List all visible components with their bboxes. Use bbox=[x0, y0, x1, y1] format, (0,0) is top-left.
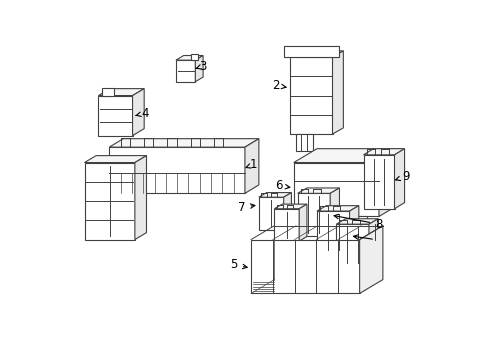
Polygon shape bbox=[297, 188, 340, 193]
Polygon shape bbox=[251, 239, 360, 293]
Polygon shape bbox=[379, 149, 402, 216]
Text: 5: 5 bbox=[231, 258, 247, 271]
Polygon shape bbox=[98, 89, 144, 95]
Polygon shape bbox=[98, 95, 133, 136]
Polygon shape bbox=[317, 211, 349, 253]
Polygon shape bbox=[307, 216, 316, 224]
Polygon shape bbox=[284, 193, 292, 230]
Text: 9: 9 bbox=[396, 170, 410, 183]
Text: 4: 4 bbox=[136, 107, 148, 120]
Polygon shape bbox=[284, 46, 339, 57]
Polygon shape bbox=[133, 89, 144, 136]
Text: 6: 6 bbox=[274, 179, 290, 192]
Polygon shape bbox=[294, 163, 379, 216]
Polygon shape bbox=[176, 55, 203, 60]
Polygon shape bbox=[259, 197, 284, 230]
Polygon shape bbox=[84, 156, 147, 163]
Polygon shape bbox=[336, 224, 369, 266]
Polygon shape bbox=[84, 163, 135, 239]
Text: 8: 8 bbox=[334, 214, 383, 231]
Polygon shape bbox=[360, 226, 383, 293]
Polygon shape bbox=[290, 51, 343, 57]
Polygon shape bbox=[196, 55, 203, 82]
Polygon shape bbox=[333, 51, 343, 134]
Polygon shape bbox=[332, 216, 342, 224]
Polygon shape bbox=[369, 219, 378, 266]
Polygon shape bbox=[274, 204, 307, 209]
Polygon shape bbox=[259, 193, 292, 197]
Polygon shape bbox=[336, 219, 378, 224]
Polygon shape bbox=[102, 88, 114, 95]
Text: 2: 2 bbox=[272, 79, 286, 92]
Polygon shape bbox=[109, 147, 245, 193]
Polygon shape bbox=[294, 149, 402, 163]
Text: 7: 7 bbox=[238, 201, 255, 214]
Polygon shape bbox=[358, 216, 367, 224]
Polygon shape bbox=[297, 193, 330, 236]
Polygon shape bbox=[299, 204, 307, 241]
Polygon shape bbox=[290, 57, 333, 134]
Ellipse shape bbox=[116, 173, 122, 183]
Polygon shape bbox=[317, 206, 359, 211]
Polygon shape bbox=[245, 139, 259, 193]
Polygon shape bbox=[364, 149, 405, 155]
Polygon shape bbox=[176, 60, 196, 82]
Polygon shape bbox=[330, 188, 340, 236]
Polygon shape bbox=[394, 149, 405, 209]
Polygon shape bbox=[349, 206, 359, 253]
Text: 3: 3 bbox=[196, 60, 207, 73]
Circle shape bbox=[309, 49, 313, 54]
Polygon shape bbox=[296, 134, 313, 151]
Polygon shape bbox=[109, 139, 259, 147]
Text: 1: 1 bbox=[246, 158, 257, 171]
Ellipse shape bbox=[93, 173, 99, 183]
Polygon shape bbox=[364, 155, 394, 209]
Polygon shape bbox=[135, 156, 147, 239]
Polygon shape bbox=[192, 54, 197, 60]
Polygon shape bbox=[274, 209, 299, 241]
